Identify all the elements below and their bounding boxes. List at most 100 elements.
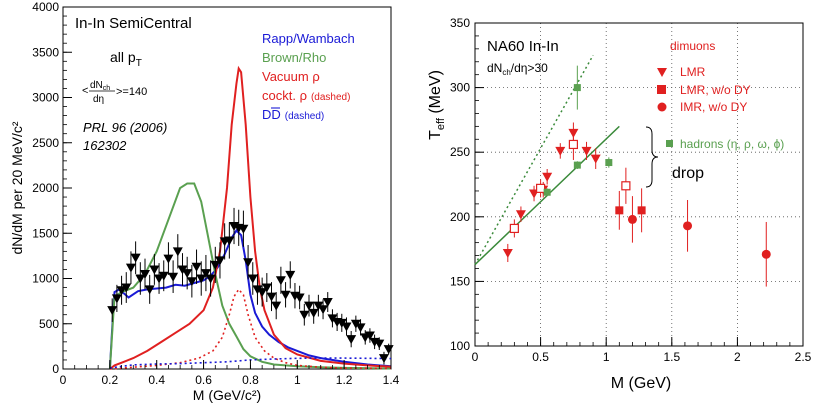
left-data-point <box>261 273 272 303</box>
right-square-marker <box>605 159 613 167</box>
left-triangle-marker <box>125 263 136 273</box>
right-xtick-label: 1.5 <box>663 350 680 364</box>
left-data-point <box>364 328 375 343</box>
left-triangle-marker <box>177 265 188 275</box>
left-data-point <box>238 210 249 247</box>
left-triangle-marker <box>168 272 179 282</box>
right-data-point <box>761 221 771 287</box>
left-triangle-marker <box>313 301 324 311</box>
left-curve-cockt- <box>109 288 392 370</box>
left-data-point <box>168 260 179 293</box>
right-triangle-marker <box>555 146 566 156</box>
left-triangle-marker <box>163 254 174 264</box>
right-xtick-label: 2 <box>734 350 741 364</box>
right-xtick-label: 1 <box>603 350 610 364</box>
left-annotation-pt: all pT <box>110 49 142 69</box>
right-data-point <box>615 190 624 230</box>
left-ylabel: dN/dM per 20 MeV/c² <box>9 121 25 254</box>
legend-hadrons-marker <box>666 140 673 147</box>
left-triangle-marker <box>243 258 254 268</box>
right-xtick-label: 0.5 <box>532 350 549 364</box>
left-triangle-marker <box>186 277 197 287</box>
left-ytick-label: 500 <box>39 317 59 331</box>
left-triangle-marker <box>261 283 272 293</box>
left-triangle-marker <box>135 274 146 284</box>
left-data-point <box>346 330 357 348</box>
right-data-point <box>581 141 592 160</box>
left-data-point <box>308 302 319 324</box>
right-circle-marker <box>683 221 693 231</box>
legend-lmr-marker <box>657 68 667 77</box>
right-ylabel: Teff (MeV) <box>427 70 447 140</box>
right-data-point <box>568 128 579 160</box>
left-triangle-marker <box>214 256 225 266</box>
left-data-point <box>280 282 291 308</box>
left-triangle-marker <box>299 310 310 320</box>
left-triangle-marker <box>130 253 141 263</box>
left-curve-brown-rho <box>108 182 392 370</box>
left-triangle-marker <box>107 306 118 316</box>
left-triangle-marker <box>285 270 296 280</box>
right-ytick-label: 250 <box>450 145 470 159</box>
left-triangle-marker <box>252 285 263 295</box>
left-data-point <box>341 317 352 336</box>
left-data-point <box>378 351 389 365</box>
legend-brown-rho: Brown/Rho <box>262 50 326 65</box>
left-data-point <box>247 262 258 295</box>
left-ytick-label: 1500 <box>32 226 59 240</box>
right-ytick-label: 300 <box>450 81 470 95</box>
legend-imr: IMR, w/o DY <box>680 100 747 114</box>
right-data-point <box>515 206 526 222</box>
left-triangle-marker <box>149 265 160 275</box>
left-data-point <box>322 292 333 312</box>
right-open-square-marker <box>568 139 579 150</box>
right-data-point <box>555 143 566 159</box>
left-data-point <box>355 319 366 336</box>
right-data-point <box>543 188 551 197</box>
right-data-point <box>605 157 613 168</box>
left-xtick-label: 0 <box>60 373 67 387</box>
left-triangle-marker <box>378 354 389 364</box>
left-triangle-marker <box>374 339 385 349</box>
left-annotation-dnch: < dNch dη >=140 <box>82 80 147 105</box>
left-data-point <box>374 337 385 350</box>
left-data-point <box>196 261 207 296</box>
right-square-marker <box>637 206 646 215</box>
left-xtick-label: 1.2 <box>336 373 353 387</box>
left-triangle-marker <box>336 318 347 328</box>
right-data-point <box>637 188 646 233</box>
left-data-point <box>144 274 155 304</box>
left-ytick-label: 3500 <box>32 45 59 59</box>
left-data-point <box>200 254 211 292</box>
left-triangle-marker <box>200 269 211 279</box>
legend-vacuum-rho: Vacuum ρ <box>262 69 320 84</box>
right-data-point <box>590 148 601 169</box>
right-data-point <box>621 167 631 204</box>
left-xtick-label: 1.4 <box>383 373 400 387</box>
left-xtick-label: 0.6 <box>195 373 212 387</box>
left-triangle-marker <box>308 308 319 318</box>
left-triangle-marker <box>355 323 366 333</box>
left-triangle-marker <box>210 260 221 270</box>
right-data-point <box>509 219 519 238</box>
left-triangle-marker <box>271 301 282 311</box>
left-data-point <box>243 245 254 280</box>
left-xtick-label: 0.4 <box>148 373 165 387</box>
dnch-suffix: >=140 <box>116 86 147 98</box>
left-data-point <box>214 242 225 279</box>
left-triangle-marker <box>364 331 375 341</box>
legend-rapp-wambach: Rapp/Wambach <box>262 31 355 46</box>
left-curve-vacuum- <box>109 65 392 370</box>
left-triangle-marker <box>294 293 305 303</box>
left-triangle-marker <box>224 236 235 246</box>
left-triangle-marker <box>275 276 286 286</box>
right-axes: 0 0.5 1 1.5 2 2.5 100 150 200 250 300 350 <box>450 16 812 364</box>
right-title: NA60 In-In <box>487 38 559 55</box>
left-xtick-label: 0.2 <box>102 373 119 387</box>
right-data-point <box>535 179 546 198</box>
left-data-point <box>252 273 263 305</box>
left-data-point <box>125 251 136 284</box>
dnch-prefix: < <box>82 85 88 97</box>
right-data-point <box>502 243 513 263</box>
